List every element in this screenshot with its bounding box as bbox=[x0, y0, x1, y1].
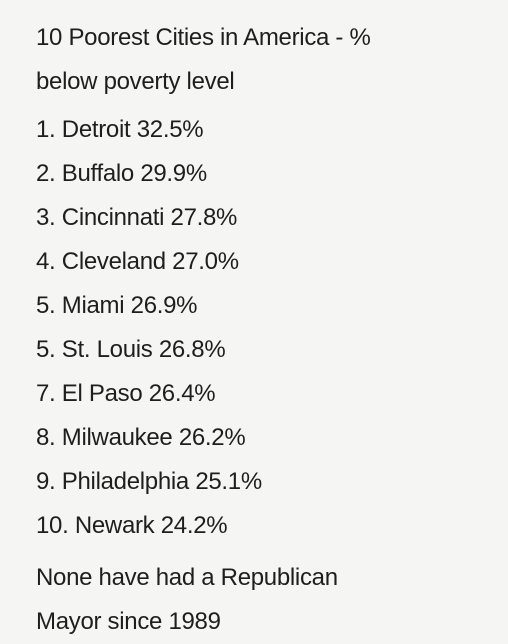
footer-note: None have had a Republican Mayor since 1… bbox=[36, 556, 496, 644]
list-item: 10. Newark 24.2% bbox=[36, 512, 228, 539]
poverty-list: 1. Detroit 32.5% 2. Buffalo 29.9% 3. Cin… bbox=[36, 108, 496, 548]
list-item: 5. Miami 26.9% bbox=[36, 292, 198, 319]
text-block: 10 Poorest Cities in America - % below p… bbox=[36, 16, 496, 644]
list-item: 8. Milwaukee 26.2% bbox=[36, 424, 246, 451]
list-item: 7. El Paso 26.4% bbox=[36, 380, 216, 407]
list-item: 3. Cincinnati 27.8% bbox=[36, 204, 238, 231]
list-item: 1. Detroit 32.5% bbox=[36, 116, 204, 143]
list-item: 9. Philadelphia 25.1% bbox=[36, 468, 262, 495]
title-line-2: below poverty level bbox=[36, 68, 235, 95]
list-item: 4. Cleveland 27.0% bbox=[36, 248, 239, 275]
list-item: 5. St. Louis 26.8% bbox=[36, 336, 226, 363]
footer-line-2: Mayor since 1989 bbox=[36, 608, 221, 635]
list-item: 2. Buffalo 29.9% bbox=[36, 160, 207, 187]
footer-line-1: None have had a Republican bbox=[36, 564, 338, 591]
title-line-1: 10 Poorest Cities in America - % bbox=[36, 24, 371, 51]
